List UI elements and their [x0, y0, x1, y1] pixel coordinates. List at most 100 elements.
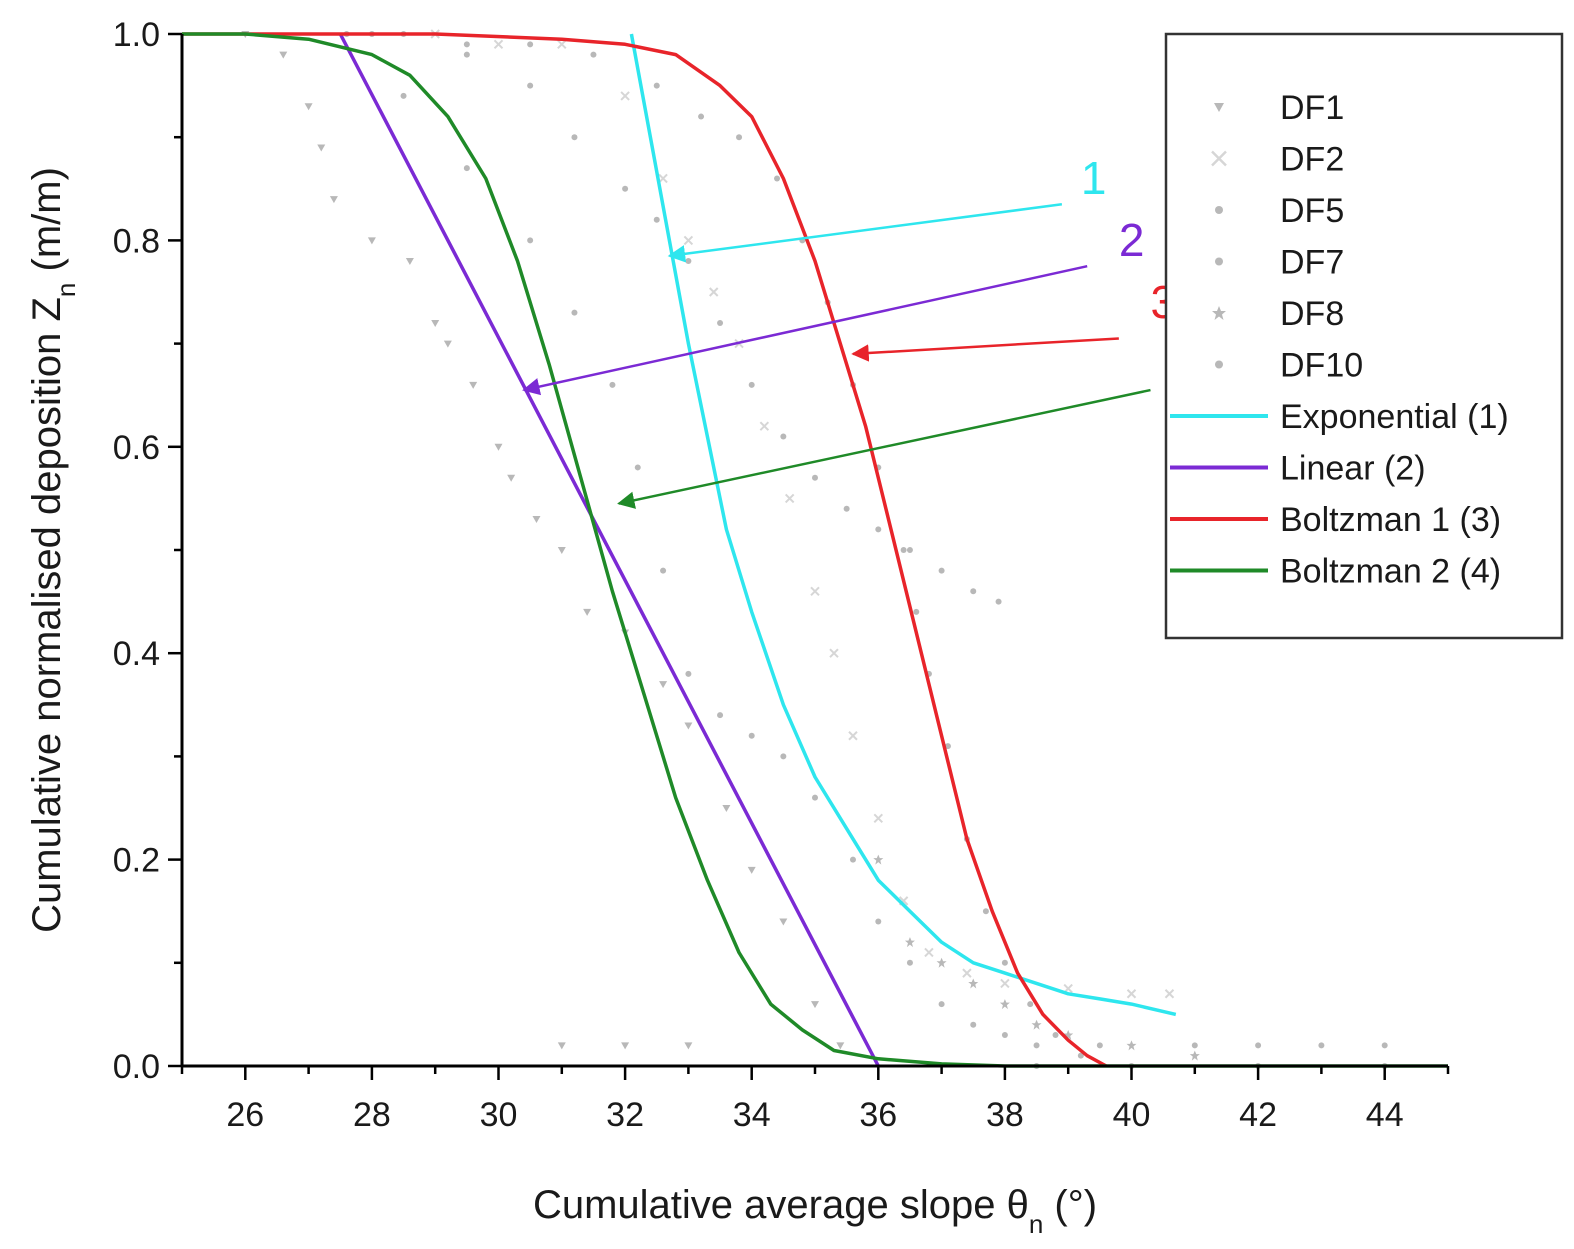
point-df2 [620, 91, 630, 101]
y-axis-title-tail: (m/m) [25, 167, 69, 283]
legend-marker-df5 [1215, 206, 1223, 214]
point-df1 [621, 1042, 630, 1050]
legend: DF1 DF2 DF5 DF7 DF8 DF10 Exponential (1) Linear… [1164, 32, 1564, 640]
y-axis-title-main: Cumulative normalised deposition Z [25, 297, 69, 933]
legend-box [1164, 32, 1564, 640]
point-df8 [904, 937, 915, 948]
point-df7 [1096, 1042, 1103, 1049]
point-df1 [557, 1042, 566, 1050]
point-df7 [748, 732, 755, 739]
x-tick-label: 28 [353, 1096, 391, 1134]
point-df2 [1164, 989, 1175, 999]
y-axis-title: Cumulative normalised deposition Zn (m/m… [25, 167, 81, 933]
point-df7 [400, 92, 407, 99]
point-df1 [684, 722, 693, 730]
axes-layer: 26 28 30 32 34 36 38 40 42 44 0.0 0.2 0.4 0.6 0.8 1.0 [113, 16, 1450, 1134]
point-df5 [527, 41, 534, 48]
point-df2 [683, 235, 694, 246]
fit-curve-1 [629, 33, 1177, 1017]
point-df8 [873, 854, 884, 865]
point-df7 [875, 918, 882, 925]
fit-curve-2 [338, 33, 880, 1067]
point-df1 [684, 1042, 693, 1050]
y-tick-label: 0.2 [113, 842, 160, 880]
point-df5 [774, 175, 781, 182]
point-df10 [622, 185, 629, 192]
annotation-arrow-1 [667, 203, 1063, 263]
point-df2 [924, 947, 934, 958]
x-tick-label: 26 [226, 1096, 264, 1134]
point-df5 [1001, 959, 1008, 966]
point-df1 [836, 1042, 845, 1050]
point-df10 [571, 134, 578, 141]
x-axis-title-sub: n [1029, 1209, 1043, 1239]
point-df5 [463, 41, 470, 48]
point-df5 [982, 908, 989, 915]
point-df8 [1126, 1040, 1137, 1051]
point-df7 [780, 753, 787, 760]
point-df5 [590, 51, 597, 58]
point-df7 [685, 670, 692, 677]
point-df5 [736, 134, 743, 141]
point-df1 [583, 608, 592, 616]
point-df7 [938, 1001, 945, 1008]
point-df1 [659, 681, 668, 689]
x-tick-label: 32 [606, 1096, 644, 1134]
x-tick-label: 38 [986, 1096, 1024, 1134]
point-df8 [936, 957, 947, 968]
point-df8 [1031, 1019, 1042, 1030]
y-tick-label: 1.0 [113, 16, 160, 54]
point-df8 [968, 978, 979, 989]
legend-label: DF2 [1280, 141, 1344, 179]
point-df2 [493, 39, 504, 50]
point-df1 [469, 381, 478, 389]
x-tick-label: 30 [480, 1096, 518, 1134]
legend-label: DF8 [1280, 295, 1344, 333]
point-df7 [1191, 1042, 1198, 1049]
point-df1 [317, 144, 326, 152]
y-tick-label: 0.8 [113, 222, 160, 260]
point-df10 [653, 216, 660, 223]
point-df5 [944, 743, 951, 750]
point-df7 [717, 712, 724, 719]
point-df10 [906, 547, 913, 553]
point-df10 [875, 526, 882, 533]
legend-marker-df1 [1214, 103, 1224, 112]
legend-label: DF7 [1280, 244, 1344, 282]
point-df7 [634, 464, 641, 471]
point-df10 [970, 588, 977, 595]
point-df2 [784, 493, 795, 504]
point-df7 [1255, 1042, 1262, 1049]
x-axis-title-main: Cumulative average slope θ [533, 1183, 1029, 1227]
point-df2 [962, 968, 972, 978]
legend-label: Boltzman 2 (4) [1280, 553, 1501, 591]
point-df7 [812, 794, 818, 801]
x-axis-title-tail: (°) [1043, 1183, 1097, 1227]
legend-marker-df8 [1212, 306, 1226, 320]
point-df1 [494, 443, 503, 451]
fit-curves-layer [182, 32, 1448, 1068]
point-df10 [995, 598, 1002, 605]
legend-label: Exponential (1) [1280, 398, 1509, 436]
point-df7 [1033, 1042, 1040, 1049]
series-df2 [430, 29, 1175, 999]
x-tick-label: 40 [1113, 1096, 1151, 1134]
annotation-arrow-2 [522, 264, 1088, 396]
point-df10 [685, 258, 692, 265]
y-tick-label: 0.6 [113, 429, 160, 467]
legend-label: Linear (2) [1280, 450, 1426, 488]
point-df7 [1381, 1042, 1388, 1049]
series-df1 [241, 31, 845, 1050]
point-df1 [304, 103, 313, 111]
point-df8 [1063, 1030, 1074, 1041]
point-df2 [1000, 978, 1010, 989]
legend-marker-df2 [1211, 150, 1227, 167]
point-df7 [906, 959, 913, 966]
y-tick-label: 0.0 [113, 1048, 160, 1086]
fit-curve-4 [182, 32, 1448, 1068]
point-df7 [609, 381, 616, 388]
point-df2 [829, 648, 839, 658]
series-df8 [873, 854, 1200, 1061]
annotation-label-2: 2 [1119, 214, 1145, 266]
point-df7 [970, 1021, 977, 1028]
